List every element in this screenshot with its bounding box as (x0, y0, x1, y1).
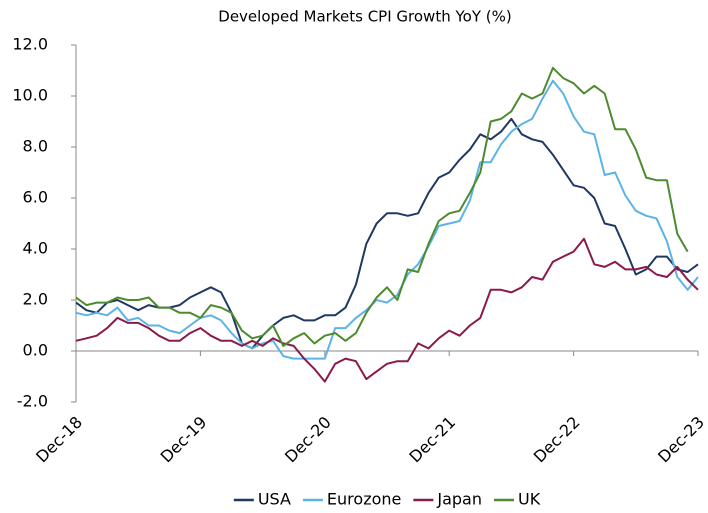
series-line (75, 79, 699, 360)
x-tick-label: Dec-23 (654, 413, 708, 467)
legend-label: UK (518, 490, 541, 509)
x-tick-label: Dec-20 (281, 413, 335, 467)
series-line (75, 237, 699, 383)
y-tick-label: 12.0 (12, 35, 48, 54)
y-tick-label: -2.0 (17, 392, 48, 411)
y-tick-label: 8.0 (23, 137, 48, 156)
legend-label: Eurozone (327, 490, 401, 509)
series-line (75, 117, 699, 350)
y-tick-label: 2.0 (23, 290, 48, 309)
legend-label: USA (258, 490, 291, 509)
series-line (75, 66, 689, 347)
chart-title: Developed Markets CPI Growth YoY (%) (218, 8, 511, 26)
x-tick-label: Dec-18 (32, 413, 86, 467)
x-tick-label: Dec-22 (530, 413, 584, 467)
y-tick-label: 10.0 (12, 86, 48, 105)
x-tick-label: Dec-19 (157, 413, 211, 467)
y-tick-label: 0.0 (23, 341, 48, 360)
x-tick-label: Dec-21 (405, 413, 459, 467)
y-tick-label: 4.0 (23, 239, 48, 258)
legend-label: Japan (436, 490, 482, 509)
y-tick-label: 6.0 (23, 188, 48, 207)
